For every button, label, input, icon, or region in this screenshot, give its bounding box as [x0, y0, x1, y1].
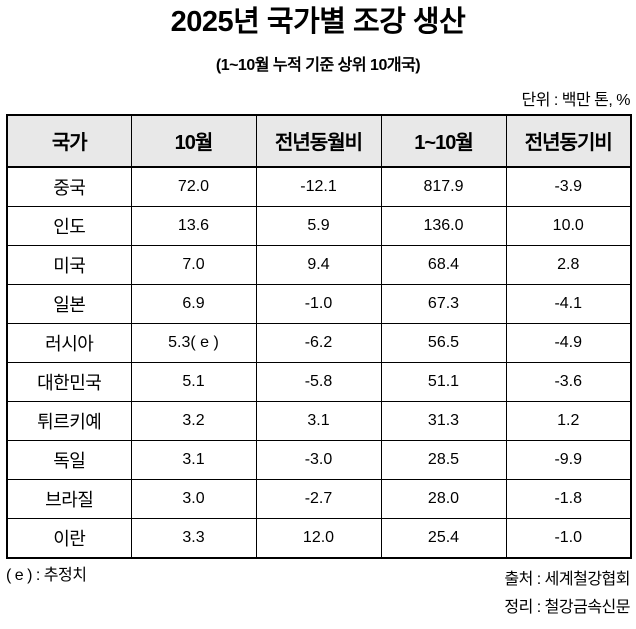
value-cell: 67.3 — [380, 283, 507, 324]
value-cell: -1.8 — [505, 478, 632, 519]
source-label: 출처 : 세계철강협회 — [504, 570, 630, 588]
crude-steel-table: 국가 10월 전년동월비 1~10월 전년동기비 중국 72.0 -12.1 817.… — [6, 113, 632, 559]
column-header-yoy-cum: 전년동기비 — [505, 114, 632, 168]
value-cell: 51.1 — [380, 361, 507, 402]
value-cell: 1.2 — [505, 400, 632, 441]
table-row: 중국 72.0 -12.1 817.9 -3.9 — [6, 166, 632, 207]
value-cell: -4.1 — [505, 283, 632, 324]
value-cell: 12.0 — [255, 517, 382, 559]
country-cell: 튀르키예 — [6, 400, 132, 441]
table-row: 미국 7.0 9.4 68.4 2.8 — [6, 244, 632, 285]
value-cell: 72.0 — [130, 166, 257, 207]
table-row: 일본 6.9 -1.0 67.3 -4.1 — [6, 283, 632, 324]
value-cell: 28.0 — [380, 478, 507, 519]
estimate-footnote: ( e ) : 추정치 — [6, 566, 87, 584]
table-body: 중국 72.0 -12.1 817.9 -3.9 인도 13.6 5.9 136.0 10.0 미국… — [6, 166, 632, 559]
value-cell: 10.0 — [505, 205, 632, 246]
value-cell: 25.4 — [380, 517, 507, 559]
value-cell: 31.3 — [380, 400, 507, 441]
value-cell: 5.3( e ) — [130, 322, 257, 363]
column-header-october: 10월 — [130, 114, 257, 168]
value-cell: -6.2 — [255, 322, 382, 363]
value-cell: 3.1 — [255, 400, 382, 441]
value-cell: -3.6 — [505, 361, 632, 402]
country-cell: 일본 — [6, 283, 132, 324]
value-cell: 6.9 — [130, 283, 257, 324]
country-cell: 중국 — [6, 166, 132, 207]
table-row: 독일 3.1 -3.0 28.5 -9.9 — [6, 439, 632, 480]
value-cell: 3.3 — [130, 517, 257, 559]
source-block: 출처 : 세계철강협회 정리 : 철강금속신문 — [504, 566, 630, 622]
country-cell: 인도 — [6, 205, 132, 246]
header-row: 국가 10월 전년동월비 1~10월 전년동기비 — [6, 114, 632, 168]
value-cell: 817.9 — [380, 166, 507, 207]
country-cell: 미국 — [6, 244, 132, 285]
value-cell: -1.0 — [255, 283, 382, 324]
column-header-jan-oct: 1~10월 — [380, 114, 507, 168]
value-cell: -1.0 — [505, 517, 632, 559]
value-cell: 2.8 — [505, 244, 632, 285]
value-cell: 13.6 — [130, 205, 257, 246]
value-cell: -4.9 — [505, 322, 632, 363]
table-header: 국가 10월 전년동월비 1~10월 전년동기비 — [6, 114, 632, 168]
value-cell: -3.0 — [255, 439, 382, 480]
country-cell: 이란 — [6, 517, 132, 559]
country-cell: 브라질 — [6, 478, 132, 519]
table-row: 브라질 3.0 -2.7 28.0 -1.8 — [6, 478, 632, 519]
table-row: 튀르키예 3.2 3.1 31.3 1.2 — [6, 400, 632, 441]
value-cell: -5.8 — [255, 361, 382, 402]
country-cell: 독일 — [6, 439, 132, 480]
country-cell: 대한민국 — [6, 361, 132, 402]
table-row: 인도 13.6 5.9 136.0 10.0 — [6, 205, 632, 246]
value-cell: 56.5 — [380, 322, 507, 363]
value-cell: 3.0 — [130, 478, 257, 519]
value-cell: -2.7 — [255, 478, 382, 519]
table-row: 러시아 5.3( e ) -6.2 56.5 -4.9 — [6, 322, 632, 363]
value-cell: -3.9 — [505, 166, 632, 207]
table-row: 이란 3.3 12.0 25.4 -1.0 — [6, 517, 632, 559]
footer: ( e ) : 추정치 출처 : 세계철강협회 정리 : 철강금속신문 — [6, 559, 630, 622]
value-cell: -12.1 — [255, 166, 382, 207]
value-cell: -9.9 — [505, 439, 632, 480]
value-cell: 68.4 — [380, 244, 507, 285]
value-cell: 7.0 — [130, 244, 257, 285]
value-cell: 5.9 — [255, 205, 382, 246]
credit-label: 정리 : 철강금속신문 — [504, 598, 630, 616]
value-cell: 136.0 — [380, 205, 507, 246]
table-row: 대한민국 5.1 -5.8 51.1 -3.6 — [6, 361, 632, 402]
page-title: 2025년 국가별 조강 생산 — [170, 6, 466, 38]
page-subtitle: (1~10월 누적 기준 상위 10개국) — [215, 56, 421, 74]
column-header-country: 국가 — [6, 114, 132, 168]
value-cell: 3.1 — [130, 439, 257, 480]
value-cell: 3.2 — [130, 400, 257, 441]
value-cell: 5.1 — [130, 361, 257, 402]
value-cell: 28.5 — [380, 439, 507, 480]
unit-label: 단위 : 백만 톤, % — [521, 91, 631, 109]
country-cell: 러시아 — [6, 322, 132, 363]
column-header-yoy-month: 전년동월비 — [255, 114, 382, 168]
value-cell: 9.4 — [255, 244, 382, 285]
